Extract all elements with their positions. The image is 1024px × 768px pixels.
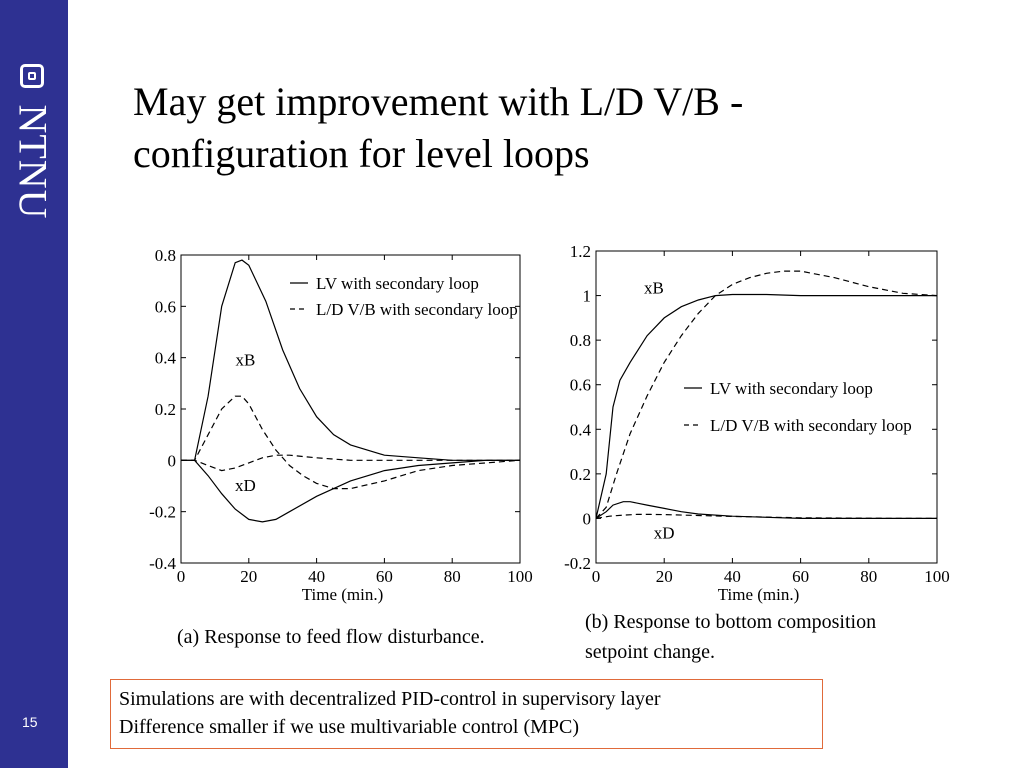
chart1-ytick-label: 0.4	[570, 420, 592, 439]
chart1-ytick-label: 0.2	[570, 465, 591, 484]
chart1-legend-label: LV with secondary loop	[710, 379, 873, 398]
chart1-xlabel: Time (min.)	[718, 585, 800, 604]
chart0-caption: (a) Response to feed flow disturbance.	[177, 626, 485, 648]
chart0-series-xD-dashed	[181, 454, 520, 472]
chart0-series-xB-dashed	[181, 395, 521, 490]
chart1-ytick-label: 1	[583, 287, 592, 306]
chart0-annotation-xB: xB	[235, 350, 255, 369]
chart0-ytick-label: 0.6	[155, 297, 176, 316]
ntnu-logo-icon	[20, 64, 44, 88]
chart1-plot-frame	[595, 250, 938, 564]
chart0-ytick-label: -0.4	[149, 554, 176, 573]
page-number: 15	[22, 714, 38, 730]
chart1-xtick-label: 20	[656, 567, 673, 586]
title-line-1: May get improvement with L/D V/B -	[133, 79, 744, 124]
chart1-ytick-label: 0.8	[570, 331, 591, 350]
chart0-series-xB-solid	[181, 259, 520, 461]
chart1-series-xB-dashed	[595, 270, 938, 519]
chart0-series-xD-solid	[181, 459, 520, 523]
chart0-xtick-label: 80	[444, 567, 461, 586]
chart1-caption-line-2: setpoint change.	[585, 641, 715, 663]
chart0-xtick-label: 40	[308, 567, 325, 586]
note-line-2: Difference smaller if we use multivariab…	[119, 716, 580, 738]
chart1-ytick-label: 0.6	[570, 376, 591, 395]
chart1-xtick-label: 0	[592, 567, 601, 586]
chart1-xtick-label: 40	[724, 567, 741, 586]
chart0-xtick-label: 0	[177, 567, 186, 586]
chart0-ytick-label: 0.2	[155, 400, 176, 419]
chart0-xlabel: Time (min.)	[302, 585, 384, 604]
chart1-ytick-label: 0	[583, 509, 592, 528]
chart0-xtick-label: 60	[376, 567, 393, 586]
slide-title: May get improvement with L/D V/B - confi…	[133, 76, 953, 180]
title-line-2: configuration for level loops	[133, 131, 590, 176]
chart1-ytick-label: 1.2	[570, 242, 591, 261]
sidebar: NTNU 15	[0, 0, 68, 768]
chart0-annotation-xD: xD	[235, 476, 256, 495]
chart1-series-xD-solid	[595, 501, 937, 519]
chart0-ytick-label: 0	[168, 451, 177, 470]
chart1-annotation-xD: xD	[654, 523, 675, 542]
chart0-ytick-label: 0.4	[155, 349, 177, 368]
chart0-ytick-label: -0.2	[149, 503, 176, 522]
chart1-caption-line-1: (b) Response to bottom composition	[585, 611, 876, 633]
chart1-series-xB-solid	[595, 293, 937, 519]
chart0-ytick-label: 0.8	[155, 246, 176, 265]
chart0-legend-label: L/D V/B with secondary loop	[316, 300, 518, 319]
note-line-1: Simulations are with decentralized PID-c…	[119, 688, 661, 710]
chart0-legend-label: LV with secondary loop	[316, 274, 479, 293]
notes-box: Simulations are with decentralized PID-c…	[110, 679, 823, 749]
chart1-legend-label: L/D V/B with secondary loop	[710, 416, 912, 435]
chart1-annotation-xB: xB	[644, 278, 664, 297]
chart1-ytick-label: -0.2	[564, 554, 591, 573]
chart1-xtick-label: 100	[924, 567, 950, 586]
chart0-xtick-label: 100	[507, 567, 533, 586]
chart1-xtick-label: 80	[860, 567, 877, 586]
chart1-xtick-label: 60	[792, 567, 809, 586]
chart0-xtick-label: 20	[240, 567, 257, 586]
